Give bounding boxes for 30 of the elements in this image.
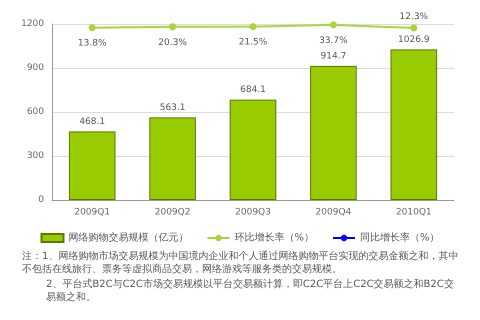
data-label: 468.1 [79, 116, 106, 127]
data-label: 684.1 [240, 85, 266, 96]
data-label: 13.8% [78, 38, 107, 49]
data-label: 33.7% [319, 36, 348, 46]
x-tick-label: 2009Q3 [235, 208, 271, 218]
y-tick-label: 1200 [21, 19, 44, 29]
x-tick-label: 2009Q2 [154, 208, 190, 218]
data-label: 914.7 [320, 51, 346, 62]
data-label: 21.5% [238, 38, 268, 48]
legend-label: 网络购物交易规模（亿元） [68, 232, 188, 244]
bar [68, 131, 116, 200]
text: 注：1、网络购物市场交易规模为中国境内企业和个人通过网络购物平台实现的交易金额之和，其中不包括在线旅行、票务等虚拟商品交易，网络游戏等服务类的交易规模。 [22, 250, 458, 275]
y-tick-label: 900 [26, 63, 44, 73]
x-tick-label: 2010Q1 [396, 208, 432, 218]
legend-label: 环比增长率（%） [234, 232, 314, 244]
legend-label: 同比增长率（%） [360, 232, 440, 244]
bar [149, 117, 196, 200]
data-label: 563.1 [160, 102, 186, 113]
data-label: 1026.9 [398, 34, 430, 45]
x-tick-label: 2009Q1 [74, 208, 110, 218]
y-tick-label: 0 [38, 195, 44, 205]
data-label: 20.3% [158, 38, 188, 48]
data-label: 12.3% [400, 12, 429, 22]
x-tick-label: 2009Q4 [316, 208, 352, 218]
bar [390, 49, 438, 200]
bar [230, 100, 276, 200]
y-tick-label: 600 [26, 107, 44, 117]
text: 2、平台式B2C与C2C市场交易规模以平台交易额计算，即C2C平台上C2C交易额之和B2C交易额之和。 [46, 278, 454, 303]
bar [310, 66, 357, 200]
y-tick-label: 300 [26, 151, 44, 161]
